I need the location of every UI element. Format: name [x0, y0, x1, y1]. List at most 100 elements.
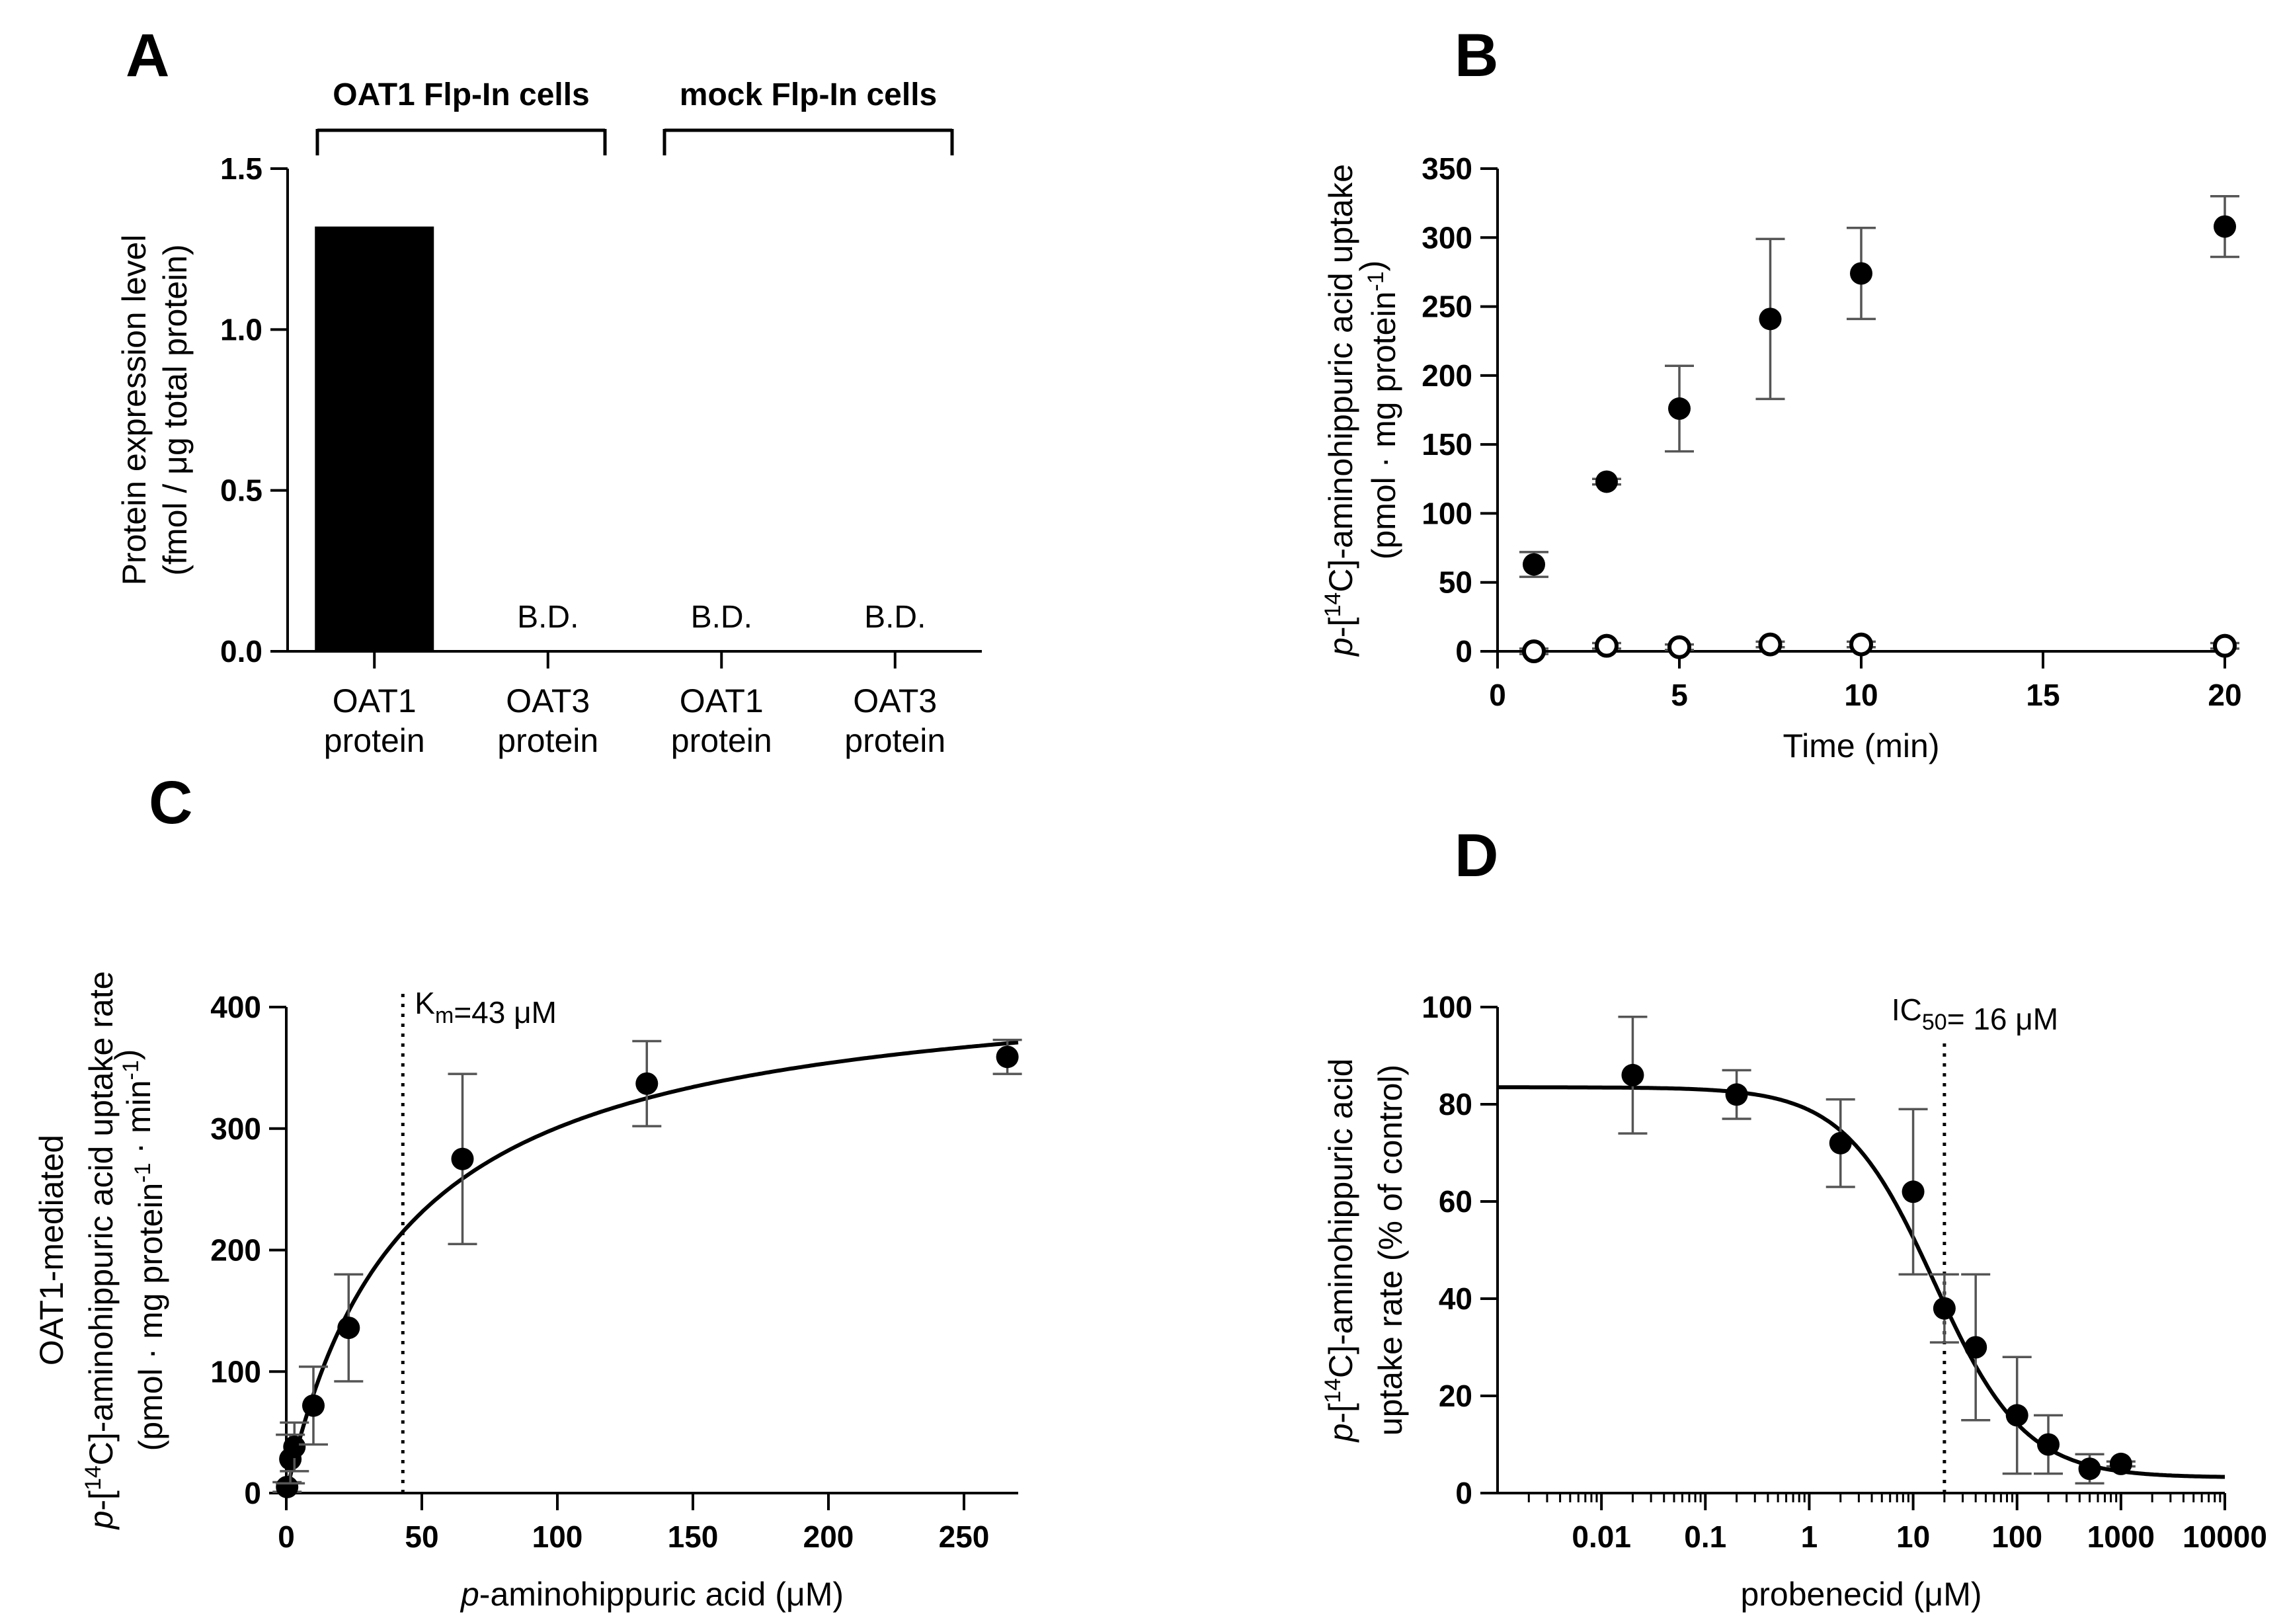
panel-label-a: A [126, 22, 169, 89]
d-ytick-label-4: 80 [1439, 1087, 1472, 1121]
d-fit-curve [1498, 1085, 2225, 1479]
c-point-7 [996, 1045, 1019, 1069]
c-ylabel-1: p-[14C]-aminohippuric acid uptake rate [81, 971, 120, 1531]
d-point-1 [1725, 1083, 1748, 1106]
b-ylabel-0: p-[14C]-aminohippuric acid uptake [1320, 164, 1359, 657]
b-series1-point-2 [1667, 635, 1691, 659]
c-xtick-label-1: 50 [405, 1520, 438, 1554]
a-category-label-0-0: OAT1 [333, 682, 417, 719]
a-ylabel-0: Protein expression level [116, 235, 153, 586]
d-point-3 [1902, 1180, 1925, 1203]
d-xtick-label-6: 10000 [2183, 1520, 2267, 1554]
b-xtick-label-2: 10 [1844, 678, 1878, 712]
a-value-label-3: B.D. [864, 600, 926, 635]
b-series0-point-0 [1523, 553, 1545, 576]
d-point-5 [1964, 1336, 1987, 1359]
a-ytick-label-0: 0.0 [220, 634, 262, 669]
c-point-5 [451, 1147, 474, 1170]
b-series1-point-1 [1595, 633, 1619, 658]
c-ylabel-0: OAT1-mediated [33, 1135, 70, 1365]
c-xlabel: p-aminohippuric acid (μM) [460, 1576, 844, 1613]
a-group-label-0: OAT1 Flp-In cells [333, 77, 590, 112]
c-ytick-label-3: 300 [210, 1112, 261, 1146]
b-ytick-label-3: 150 [1422, 427, 1472, 462]
b-series1-point-4 [1849, 632, 1873, 657]
d-point-4 [1933, 1297, 1956, 1320]
d-point-0 [1621, 1063, 1644, 1086]
d-point-2 [1829, 1131, 1852, 1155]
panel-a-bar-chart: 0.00.51.01.5OAT1proteinOAT3proteinB.D.OA… [116, 77, 982, 759]
c-ytick-label-1: 100 [210, 1354, 261, 1389]
a-value-label-2: B.D. [691, 600, 752, 635]
panel-c-kinetics: 0 100 200 300 400 0 50 100 150 200 250 p-aminohippu… [33, 971, 1022, 1613]
panel-b-time-course: 0 50 100 150 200 250 300 350 0 5 10 15 20 Time (min) p… [1320, 151, 2242, 764]
b-series0-point-1 [1595, 470, 1618, 493]
b-ylabel-1: (pmol · mg protein-1) [1353, 261, 1402, 560]
d-ytick-label-2: 40 [1439, 1281, 1472, 1316]
b-ytick-label-1: 50 [1439, 565, 1472, 600]
d-xtick-label-4: 100 [1991, 1520, 2042, 1554]
d-ytick-label-3: 60 [1439, 1184, 1472, 1219]
c-ylabel-2: (pmol · mg protein-1 · min-1) [108, 1049, 169, 1451]
c-point-2 [283, 1436, 306, 1459]
c-xtick-label-2: 100 [532, 1520, 583, 1554]
d-point-9 [2109, 1452, 2132, 1475]
d-xtick-label-2: 1 [1801, 1520, 1818, 1554]
c-xtick-label-4: 200 [803, 1520, 854, 1554]
a-category-label-3-1: protein [844, 722, 945, 759]
b-series1-point-0 [1522, 639, 1546, 663]
b-series0-point-4 [1850, 262, 1872, 285]
a-category-label-2-1: protein [671, 722, 772, 759]
c-km-annotation: Km=43 μM [415, 986, 557, 1030]
b-xtick-label-3: 15 [2026, 678, 2060, 712]
b-xtick-label-0: 0 [1489, 678, 1506, 712]
c-point-6 [635, 1072, 659, 1095]
d-point-7 [2037, 1433, 2060, 1456]
c-point-0 [276, 1475, 299, 1498]
d-xlabel: probenecid (μM) [1740, 1576, 1982, 1613]
c-point-4 [337, 1317, 360, 1340]
b-ytick-label-0: 0 [1455, 634, 1472, 669]
panel-d-inhibition: 0 20 40 60 80 100 0.01 0.1 1 10 100 1000 10000 proben… [1320, 990, 2267, 1613]
a-ytick-label-1: 0.5 [220, 473, 262, 508]
a-category-label-1-1: protein [497, 722, 598, 759]
a-category-label-0-1: protein [324, 722, 425, 759]
c-point-3 [302, 1394, 325, 1417]
a-group-label-1: mock Flp-In cells [680, 77, 937, 112]
d-ic50-annotation: IC50= 16 μM [1892, 993, 2058, 1036]
c-xtick-label-0: 0 [278, 1520, 295, 1554]
c-fit-curve [284, 1040, 1019, 1494]
d-ytick-label-1: 20 [1439, 1379, 1472, 1413]
c-xtick-label-5: 250 [939, 1520, 990, 1554]
d-xtick-label-0: 0.01 [1572, 1520, 1631, 1554]
a-category-label-1-0: OAT3 [506, 682, 590, 719]
c-ytick-label-2: 200 [210, 1233, 261, 1268]
a-value-label-1: B.D. [517, 600, 579, 635]
panel-label-b: B [1455, 22, 1498, 89]
b-series1-point-3 [1758, 632, 1783, 657]
b-series1-point-5 [2213, 633, 2237, 658]
d-ylabel-1: uptake rate (% of control) [1372, 1065, 1409, 1436]
panel-label-d: D [1455, 822, 1498, 889]
d-ytick-label-0: 0 [1455, 1476, 1472, 1510]
a-ylabel-1: (fmol / μg total protein) [157, 244, 194, 575]
d-point-6 [2005, 1404, 2028, 1427]
b-series0-point-3 [1759, 307, 1782, 331]
panel-label-c: C [149, 769, 192, 836]
d-ylabel-0: p-[14C]-aminohippuric acid [1320, 1059, 1359, 1443]
b-ytick-label-6: 300 [1422, 220, 1472, 255]
b-xlabel: Time (min) [1783, 727, 1939, 764]
d-xtick-label-5: 1000 [2087, 1520, 2155, 1554]
b-xtick-label-4: 20 [2208, 678, 2241, 712]
b-ytick-label-2: 100 [1422, 496, 1472, 530]
d-xtick-label-3: 10 [1896, 1520, 1930, 1554]
c-ytick-label-4: 400 [210, 990, 261, 1024]
d-xtick-label-1: 0.1 [1684, 1520, 1726, 1554]
b-series0-point-5 [2214, 215, 2236, 238]
c-ytick-label-0: 0 [244, 1476, 261, 1510]
a-bar-0 [315, 226, 434, 652]
b-ytick-label-7: 350 [1422, 151, 1472, 186]
d-ytick-label-5: 100 [1422, 990, 1472, 1024]
b-ytick-label-4: 200 [1422, 358, 1472, 393]
